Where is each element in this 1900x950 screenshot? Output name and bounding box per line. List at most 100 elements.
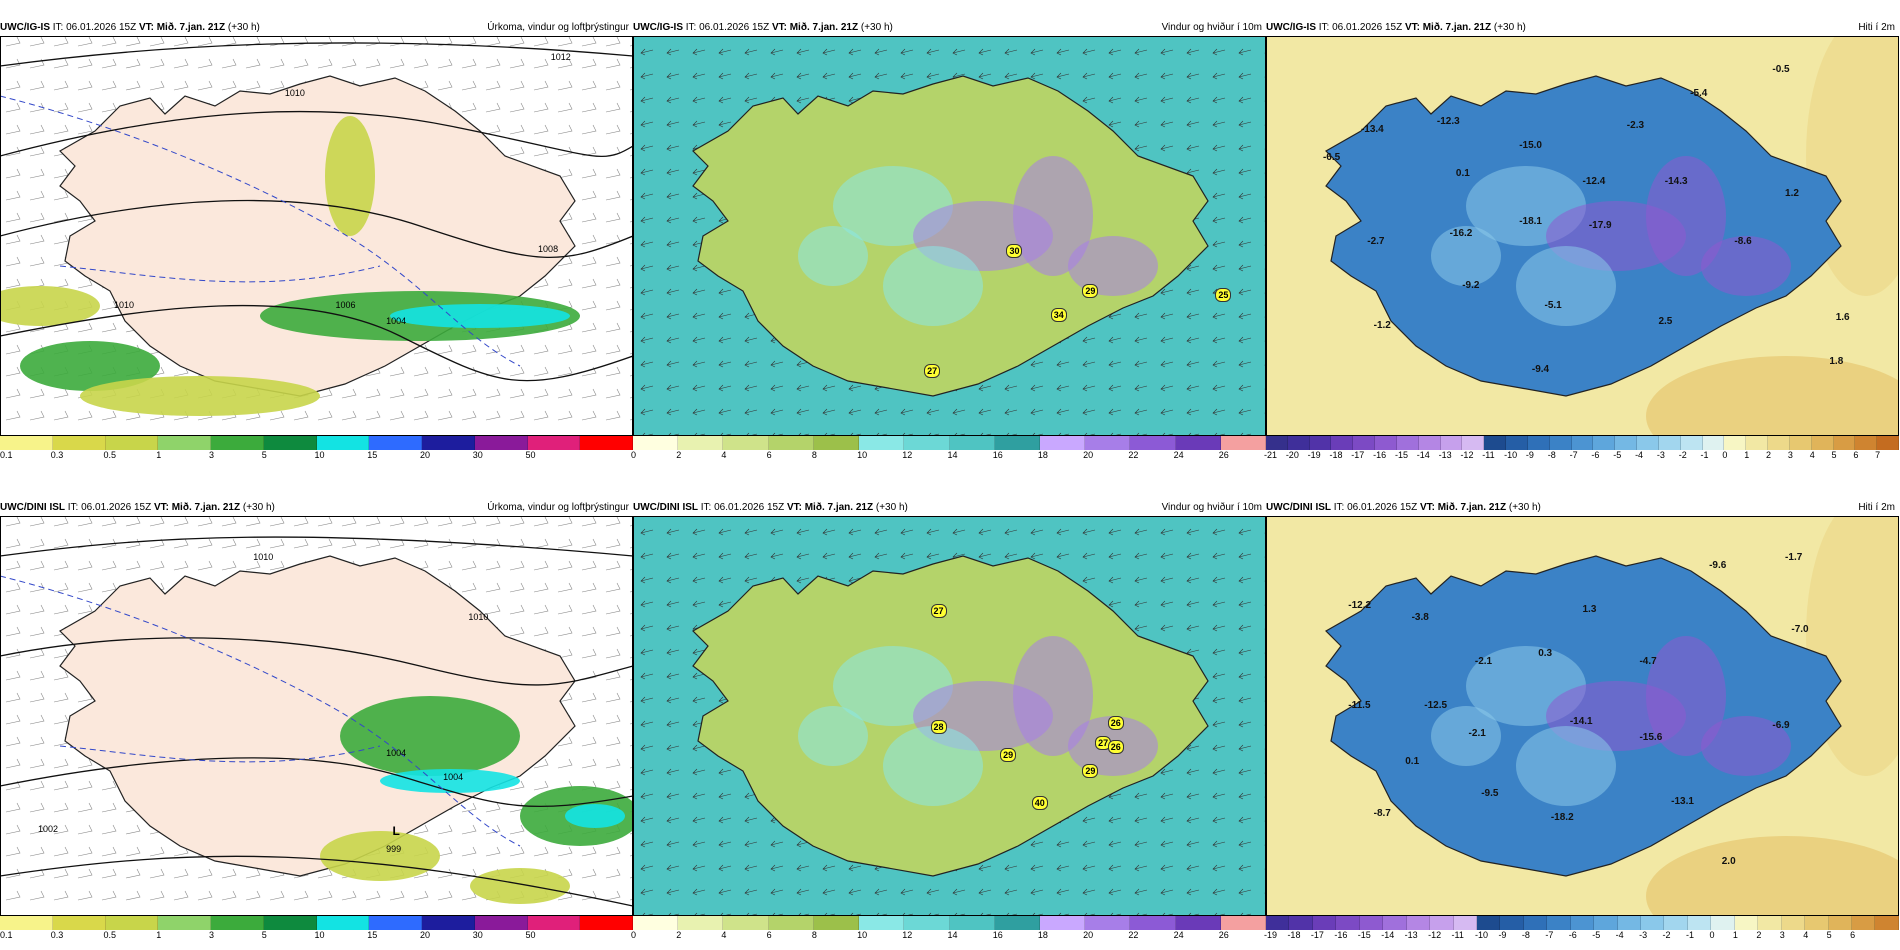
- color-scale-swatch: [1396, 436, 1419, 450]
- wind-arrow: [666, 96, 680, 104]
- wind-arrow: [848, 888, 862, 896]
- wind-arrow: [1082, 816, 1096, 824]
- wind-barb: [5, 714, 21, 725]
- wind-arrow: [692, 672, 706, 680]
- wind-barb: [77, 36, 93, 47]
- wind-arrow: [1134, 96, 1148, 104]
- wind-barb: [461, 802, 477, 813]
- color-scale-tick-label: 22: [1128, 930, 1139, 940]
- wind-barb: [509, 604, 525, 615]
- iceland-outline: [59, 555, 576, 877]
- wind-arrow: [666, 720, 680, 728]
- wind-arrow: [666, 192, 680, 200]
- wind-barb: [29, 758, 45, 769]
- wind-arrow: [1082, 864, 1096, 872]
- wind-arrow: [1134, 528, 1148, 536]
- color-scale-tick-label: -18: [1287, 930, 1301, 940]
- lead-time: (+30 h): [1506, 502, 1541, 513]
- wind-arrow: [1004, 864, 1018, 872]
- wind-barb: [581, 516, 597, 527]
- wind-arrow: [1108, 600, 1122, 608]
- color-scale-swatch: [813, 436, 860, 450]
- wind-arrow: [1108, 576, 1122, 584]
- wind-arrow: [796, 72, 810, 80]
- wind-arrow: [796, 576, 810, 584]
- color-scale-tick-label: -10: [1475, 930, 1489, 940]
- wind-barb: [533, 582, 549, 593]
- wind-arrow: [1212, 744, 1226, 752]
- wind-barb: [5, 234, 21, 245]
- color-scale-swatch: [1440, 436, 1463, 450]
- isobar-label: 1012: [550, 52, 571, 62]
- color-scale-swatch: [949, 436, 995, 450]
- wind-arrow: [1160, 384, 1174, 392]
- wind-arrow: [692, 192, 706, 200]
- wind-arrow: [874, 552, 888, 560]
- wind-arrow: [692, 360, 706, 368]
- wind-arrow: [822, 48, 836, 56]
- wind-arrow: [692, 96, 706, 104]
- wind-arrow: [666, 528, 680, 536]
- wind-barb: [77, 322, 93, 333]
- wind-arrow: [1004, 72, 1018, 80]
- color-scale-swatch: [1833, 436, 1856, 450]
- color-scale-swatch: [1702, 436, 1725, 450]
- precip-area: [80, 376, 320, 416]
- wind-arrow: [1160, 888, 1174, 896]
- wind-arrow: [1108, 96, 1122, 104]
- wind-barb: [77, 890, 93, 901]
- wind-arrow: [926, 528, 940, 536]
- wind-arrow: [692, 48, 706, 56]
- wind-barb: [533, 388, 549, 399]
- color-scale-tick-label: -20: [1285, 450, 1299, 460]
- color-scale-swatch: [1039, 916, 1086, 930]
- color-scale-swatch: [158, 436, 211, 450]
- wind-barb: [605, 80, 621, 91]
- wind-barb: [485, 802, 501, 813]
- wind-arrow: [1160, 288, 1174, 296]
- wind-arrow: [1108, 840, 1122, 848]
- panel-header: UWC/DINI ISL IT: 06.01.2026 15Z VT: Mið.…: [1266, 500, 1899, 516]
- wind-arrow: [770, 528, 784, 536]
- wind-barb: [605, 890, 621, 901]
- wind-barb: [413, 516, 429, 527]
- wind-barb: [533, 344, 549, 355]
- color-scale-swatch: [633, 916, 679, 930]
- wind-barb: [485, 344, 501, 355]
- color-scale-swatch: [527, 436, 581, 450]
- wind-barb: [5, 102, 21, 113]
- wind-arrow: [666, 264, 680, 272]
- wind-barb: [173, 58, 189, 69]
- init-time: IT: 06.01.2026 15Z: [1316, 22, 1405, 33]
- wind-barb: [29, 190, 45, 201]
- wind-arrow: [1238, 264, 1252, 272]
- wind-arrow: [718, 888, 732, 896]
- color-scale-swatch: [1805, 916, 1829, 930]
- wind-barb: [53, 322, 69, 333]
- wind-arrow: [666, 384, 680, 392]
- temperature-value: -12.2: [1348, 600, 1372, 611]
- color-scale-swatch: [52, 436, 106, 450]
- wind-arrow: [1082, 576, 1096, 584]
- wind-arrow: [692, 168, 706, 176]
- color-scale-tick-label: 3: [1779, 930, 1785, 940]
- gust-max-badge: 29: [1082, 764, 1099, 778]
- color-scale-tick-label: 5: [1831, 450, 1837, 460]
- wind-barb: [605, 256, 621, 267]
- color-scale-swatch: [904, 916, 950, 930]
- wind-arrow: [1160, 624, 1174, 632]
- color-scale-swatch: [1476, 916, 1501, 930]
- wind-arrow: [848, 576, 862, 584]
- temperature-value: -13.1: [1671, 796, 1694, 807]
- wind-arrow: [666, 408, 680, 416]
- wind-barb: [581, 36, 597, 47]
- color-scale-tick-label: 20: [1083, 450, 1094, 460]
- wind-barb: [581, 714, 597, 725]
- wind-barb: [53, 388, 69, 399]
- wind-arrow: [640, 144, 654, 152]
- wind-arrow: [1238, 408, 1252, 416]
- color-scale-swatch: [1085, 436, 1131, 450]
- wind-arrow: [1160, 408, 1174, 416]
- wind-arrow: [1238, 768, 1252, 776]
- wind-barb: [605, 388, 621, 399]
